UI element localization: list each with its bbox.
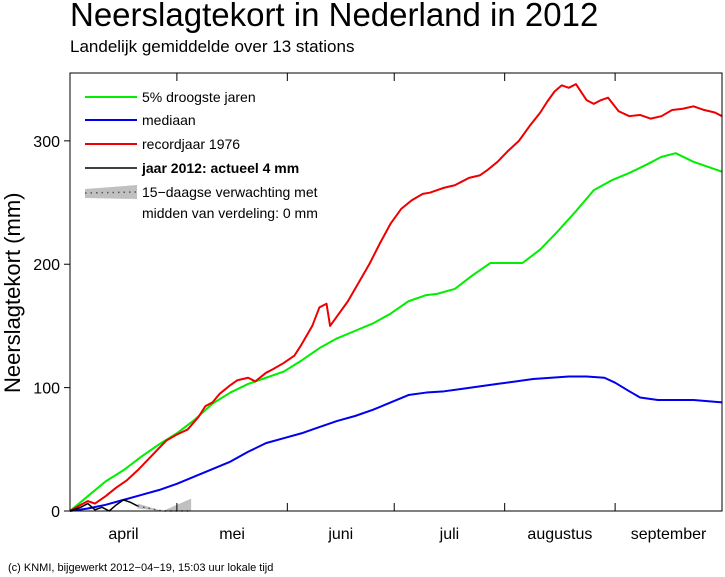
legend-label-forecast-1: 15−daagse verwachting met [142,184,318,200]
month-label-april: april [108,526,138,543]
forecast-layer [137,498,192,512]
month-label-juli: juli [439,526,460,543]
legend: 5% droogste jaren mediaan recordjaar 197… [84,89,318,221]
month-label-mei: mei [219,526,245,543]
legend-swatch-forecast [85,185,137,199]
legend-label-forecast-2: midden van verdeling: 0 mm [142,205,318,221]
series-layer [69,83,723,512]
month-label-augustus: augustus [527,526,592,543]
axes-layer: 0 100 200 300 april mei juni juli augustus septem… [33,72,723,543]
legend-label-mediaan: mediaan [142,112,196,128]
y-tick-label: 300 [33,134,60,151]
series-line-droogste [69,152,723,512]
legend-label-2012: jaar 2012: actueel 4 mm [141,160,299,176]
y-tick-label: 200 [33,257,60,274]
series-line-1976 [69,83,723,512]
month-label-september: september [631,526,707,543]
y-tick-label: 0 [51,504,60,521]
series-line-mediaan [69,375,723,512]
plot-frame [69,72,723,512]
forecast-band [137,498,192,511]
footer-credit: (c) KNMI, bijgewerkt 2012−04−19, 15:03 u… [8,562,274,574]
chart-title: Neerslagtekort in Nederland in 2012 [70,0,599,33]
legend-label-1976: recordjaar 1976 [142,136,240,152]
legend-label-droogste: 5% droogste jaren [142,89,256,105]
month-label-juni: juni [327,526,353,543]
series-line-2012 [69,499,139,512]
y-tick-label: 100 [33,381,60,398]
chart-subtitle: Landelijk gemiddelde over 13 stations [70,37,355,56]
